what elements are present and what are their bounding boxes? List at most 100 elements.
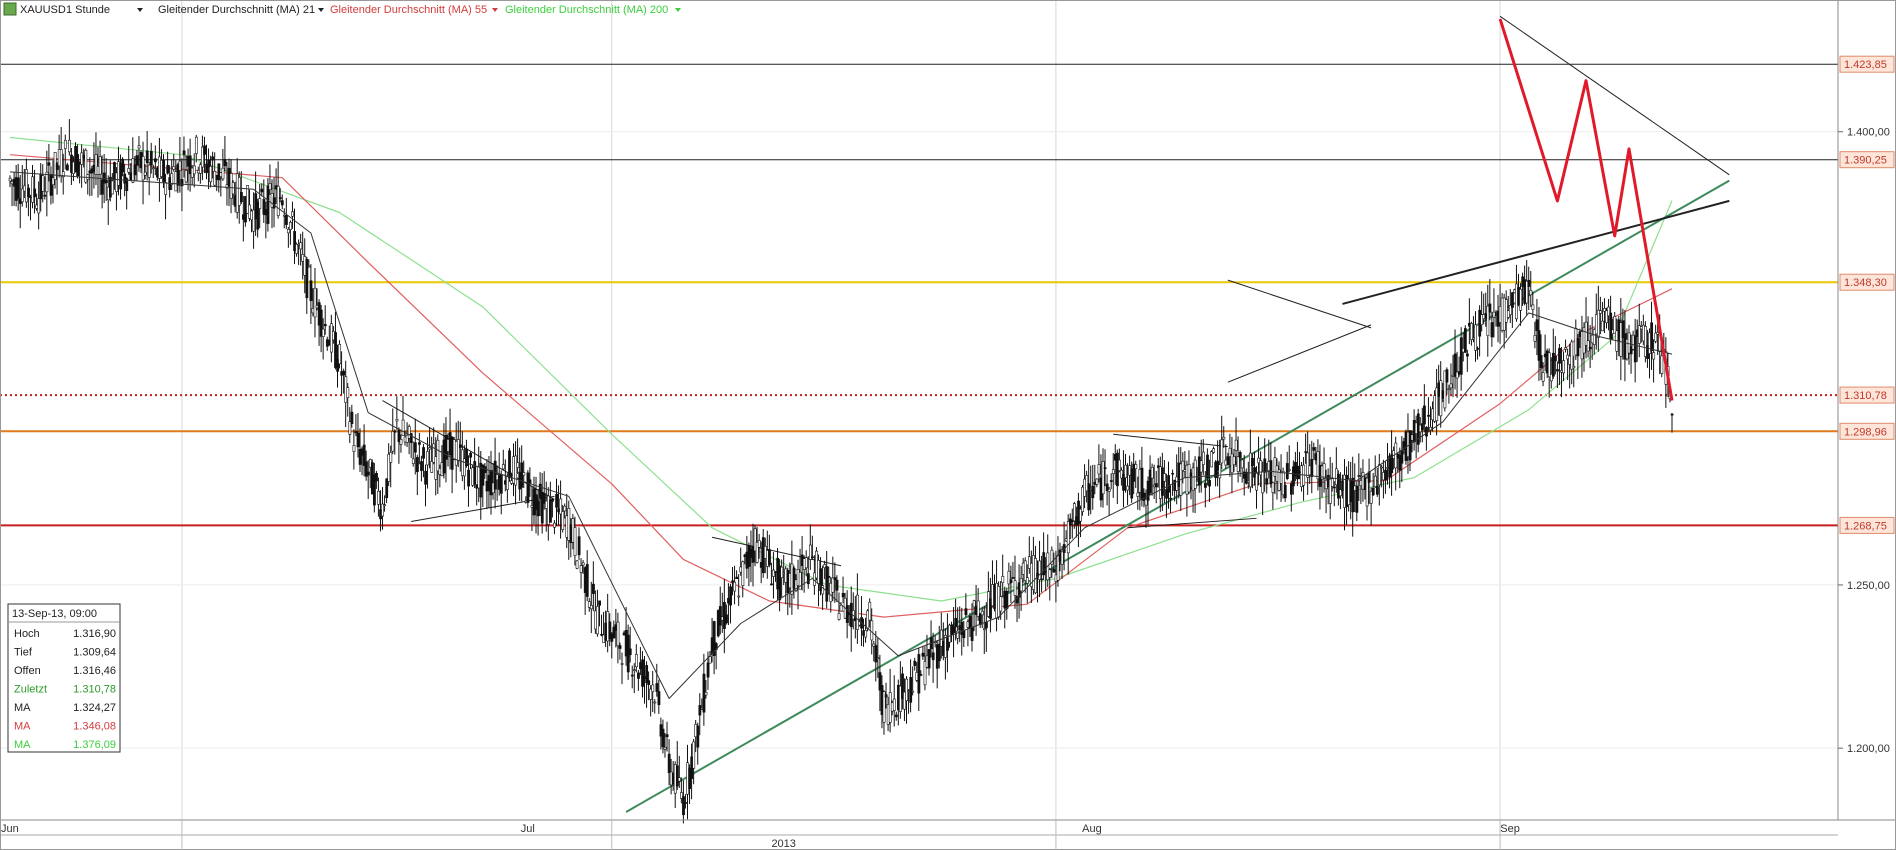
candle-body (43, 194, 47, 197)
candle-body (811, 556, 814, 559)
candle-body (209, 166, 213, 183)
candle-body (1629, 346, 1633, 355)
candle-body (770, 583, 773, 586)
y-axis[interactable]: 1.423,85 1.390,25 1.348,30 1.310,78 1.298,96… (1838, 55, 1895, 755)
candle-body (416, 457, 419, 473)
candle-body (1169, 497, 1173, 500)
candle-body (1605, 310, 1609, 324)
candle-body (154, 158, 157, 163)
candle-body (1005, 590, 1009, 609)
candle-body (199, 164, 202, 174)
candle-body (823, 564, 827, 568)
candle-body (125, 178, 129, 191)
candle-body (266, 185, 270, 224)
candle-body (1369, 490, 1373, 504)
candle-body (1474, 324, 1478, 351)
candle-body (919, 674, 923, 676)
candle-body (121, 158, 125, 173)
candle-body (542, 493, 546, 504)
candle-body (1592, 329, 1596, 345)
candle-body (45, 171, 49, 193)
candle-body (319, 309, 323, 337)
candle-body (51, 177, 55, 186)
candle-body (665, 734, 669, 738)
candle-body (1322, 463, 1326, 479)
info-row-value: 1.316,46 (73, 665, 116, 677)
study-label: Gleitender Durchschnitt (MA) 55 (330, 4, 487, 16)
candle-body (768, 549, 771, 566)
candle-body (985, 622, 988, 629)
candle-body (1210, 451, 1213, 468)
candle-body (293, 231, 297, 251)
candle-body (409, 433, 413, 443)
candle-body (176, 164, 180, 186)
timeframe-label: 1 Stunde (66, 4, 110, 16)
candle-body (506, 476, 509, 490)
candle-body (221, 167, 225, 180)
ma55-curve (9, 154, 1673, 618)
candle-body (1251, 458, 1254, 467)
candle-body (399, 439, 403, 445)
candle-body (1154, 483, 1158, 488)
candle-body (354, 431, 358, 434)
candle-body (321, 328, 325, 337)
candle-body (1142, 492, 1146, 501)
candle-body (1621, 320, 1625, 338)
candle-body (1212, 448, 1216, 453)
candle-body (1009, 579, 1013, 584)
candle-body (1476, 347, 1480, 350)
level-price-tag (1839, 422, 1895, 440)
candle-body (133, 164, 137, 176)
candle-body (313, 287, 317, 318)
candle-body (526, 472, 530, 503)
level-price-label: 1.268,75 (1844, 520, 1887, 532)
candle-body (1150, 466, 1154, 479)
candle-body (516, 462, 520, 468)
candle-body (1459, 337, 1463, 375)
candle-body (1292, 466, 1295, 487)
candle-body (778, 565, 782, 601)
candle-body (1132, 463, 1136, 482)
candle-body (1453, 353, 1457, 377)
candle-body (98, 156, 102, 175)
candle-body (1619, 322, 1623, 357)
candle-body (540, 492, 544, 524)
candle-body (563, 505, 567, 512)
candle-body (592, 583, 595, 594)
candle-body (307, 265, 311, 268)
candle-body (649, 688, 653, 700)
study-label: Gleitender Durchschnitt (MA) 21 (158, 4, 315, 16)
candle-body (1124, 464, 1128, 479)
candle-body (47, 162, 51, 166)
candle-body (166, 164, 170, 174)
ma55-line (9, 154, 1673, 618)
candle-body (978, 613, 982, 625)
x-axis[interactable]: Jun Jul Aug Sep 2013 (1, 820, 1520, 850)
candle-body (1588, 346, 1592, 350)
candle-body (1283, 484, 1287, 499)
level-price-tag (1839, 55, 1895, 73)
candle-body (618, 645, 622, 649)
ma200-curve (9, 136, 1673, 602)
candle-body (1525, 280, 1529, 304)
candle-body (1304, 451, 1308, 453)
candle-body (682, 796, 685, 816)
info-row-label: Offen (14, 665, 41, 677)
candle-body (864, 630, 868, 638)
candle-body (430, 461, 434, 473)
candle-body (870, 620, 874, 641)
candle-body (182, 150, 186, 155)
candle-body (1023, 560, 1027, 581)
candle-body (970, 627, 974, 641)
candle-body (1601, 320, 1604, 332)
candle-body (1261, 470, 1265, 494)
candle-body (1220, 439, 1224, 464)
candle-body (1627, 332, 1631, 354)
candle-body (1549, 373, 1553, 382)
candle-body (1310, 459, 1314, 477)
candle-body (653, 701, 657, 704)
candle-body (223, 159, 227, 167)
candle-body (94, 154, 98, 175)
candle-body (373, 474, 376, 506)
trendline-aug-wedge-bottom (1127, 517, 1257, 529)
